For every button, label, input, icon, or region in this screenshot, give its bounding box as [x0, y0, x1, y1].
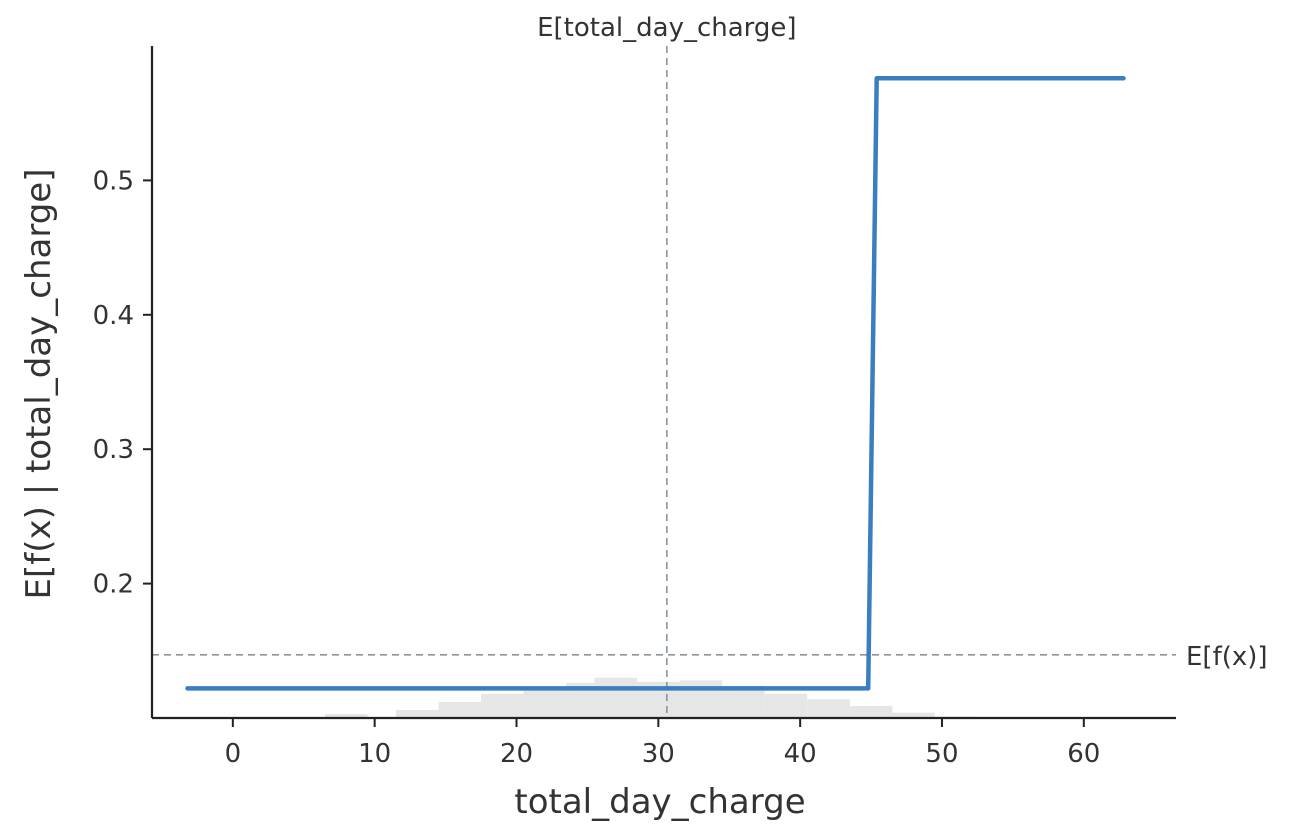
x-tick-label: 0: [225, 739, 242, 769]
x-tick-label: 20: [500, 739, 533, 769]
histogram-bar: [594, 677, 638, 718]
x-tick-label: 10: [358, 739, 391, 769]
x-axis-title: total_day_charge: [514, 782, 805, 822]
histogram-bar: [764, 693, 808, 718]
histogram-bar: [679, 680, 723, 718]
histogram-bar: [722, 685, 765, 718]
y-axis-title: E[f(x) | total_day_charge]: [19, 169, 59, 600]
partial-dependence-line: [185, 76, 1126, 691]
histogram-bar: [438, 701, 482, 718]
x-tick-label: 50: [925, 739, 958, 769]
histogram-layer: [325, 677, 978, 718]
reference-lines-layer: [152, 46, 1176, 718]
axes-layer: [150, 46, 1176, 720]
histogram-bar: [807, 699, 850, 718]
y-tick-label: 0.5: [93, 166, 134, 196]
ticks-layer: 0 10 20 30 40 50 60 0.2 0.3 0.4 0.5: [93, 166, 1101, 769]
histogram-bar: [892, 712, 935, 718]
x-tick-label: 30: [642, 739, 675, 769]
y-tick-label: 0.2: [93, 570, 134, 600]
expected-feature-label: E[total_day_charge]: [537, 13, 796, 43]
y-tick-label: 0.3: [93, 435, 134, 465]
histogram-bar: [481, 693, 524, 718]
histogram-bar: [523, 688, 567, 718]
histogram-bar: [325, 713, 368, 718]
x-tick-label: 60: [1067, 739, 1100, 769]
histogram-bar: [395, 709, 439, 718]
series-layer: [185, 76, 1126, 691]
histogram-bar: [849, 705, 893, 718]
x-tick-label: 40: [784, 739, 817, 769]
expected-value-label: E[f(x)]: [1186, 642, 1268, 672]
y-tick-label: 0.4: [93, 301, 134, 331]
